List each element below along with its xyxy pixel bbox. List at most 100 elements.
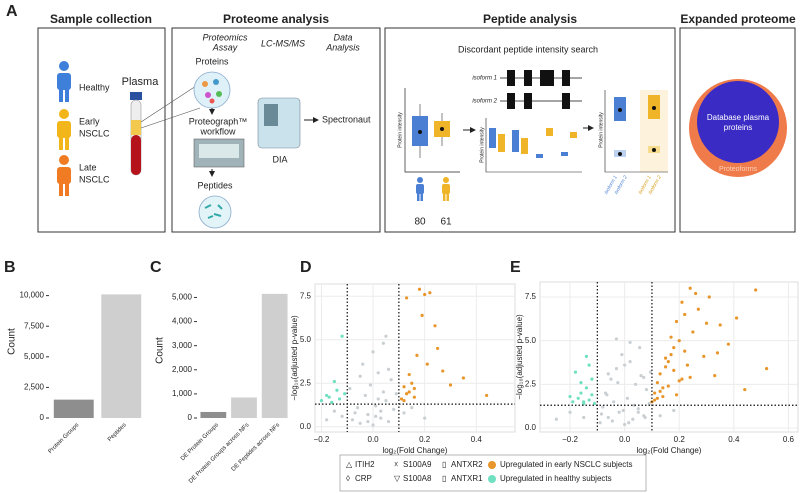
section-title: Expanded proteome	[680, 12, 796, 26]
step-label: Proteomics	[202, 32, 248, 42]
isoform-label: isoform 1	[472, 76, 497, 82]
point	[407, 372, 411, 377]
peptide-dish	[198, 195, 232, 229]
y-tick-label: 5,000	[172, 293, 193, 302]
point	[425, 362, 429, 366]
point	[616, 380, 620, 385]
point	[663, 365, 668, 369]
legend-label: ANTXR2	[451, 460, 483, 469]
point	[325, 393, 329, 398]
point	[389, 378, 393, 382]
point	[332, 409, 336, 413]
legend-label: Upregulated in healthy subjects	[500, 474, 612, 483]
point	[381, 341, 385, 345]
point	[435, 346, 440, 351]
x-tick-label: Peptides	[107, 422, 128, 443]
panel-letter: E	[510, 259, 521, 276]
section-title: Sample collection	[50, 12, 152, 26]
point	[661, 386, 665, 390]
point	[726, 342, 730, 346]
y-tick-label: 2.5	[525, 379, 537, 388]
point	[691, 330, 695, 334]
point	[441, 369, 445, 373]
step-label: Assay	[212, 42, 238, 52]
x-tick-label: DE Protein Groups across NFs	[188, 422, 250, 484]
y-axis-label: −log₁₀(adjusted p-value)	[515, 314, 524, 400]
point	[587, 363, 591, 367]
point	[658, 389, 662, 393]
panel-letter: A	[6, 3, 18, 20]
point	[579, 380, 583, 385]
point	[423, 292, 427, 297]
point	[614, 337, 619, 341]
point	[573, 370, 578, 374]
point	[628, 340, 632, 345]
point	[410, 381, 414, 385]
axis-label: Protein intensity	[598, 112, 604, 148]
point	[610, 419, 614, 423]
point	[599, 412, 604, 416]
point	[319, 399, 324, 403]
person-icon	[57, 109, 71, 150]
point	[392, 407, 396, 411]
point	[423, 416, 427, 420]
legend-swatch	[488, 475, 496, 483]
point	[663, 356, 668, 360]
point	[734, 316, 739, 320]
point	[412, 386, 416, 391]
group-label: NSCLC	[79, 174, 110, 184]
point	[568, 410, 572, 414]
point	[582, 401, 586, 406]
point	[376, 397, 380, 401]
point	[666, 360, 670, 364]
point	[636, 407, 640, 411]
x-axis-label: log₂(Fold Change)	[637, 446, 702, 455]
y-tick-label: 0.0	[525, 423, 537, 432]
step-label: DIA	[272, 154, 287, 164]
point	[669, 353, 673, 357]
legend-label: ANTXR1	[451, 474, 483, 483]
step-label: Proteograph™	[189, 116, 248, 126]
step-label: Peptides	[197, 180, 233, 190]
workflow-machine	[193, 138, 245, 168]
point	[335, 388, 339, 392]
point	[461, 376, 465, 380]
point	[620, 353, 624, 357]
point	[765, 367, 769, 371]
y-tick-label: 5.0	[525, 336, 537, 345]
point	[358, 374, 362, 378]
legend-label: S100A9	[403, 460, 432, 469]
y-tick-label: 7.5	[525, 292, 537, 301]
panel-letter: B	[4, 259, 16, 276]
point	[371, 423, 375, 427]
point	[677, 339, 681, 343]
point	[614, 367, 619, 371]
point	[606, 415, 610, 420]
peptide-boxes	[485, 118, 582, 173]
point	[694, 291, 698, 296]
point	[358, 421, 362, 425]
tube	[130, 92, 142, 176]
point	[696, 307, 700, 311]
point	[661, 394, 665, 399]
point	[609, 377, 613, 381]
y-tick-label: 4,000	[172, 317, 193, 326]
step-label: Analysis	[325, 42, 360, 52]
bar	[101, 294, 142, 418]
point	[627, 421, 631, 425]
bar	[200, 411, 227, 418]
point	[417, 287, 422, 291]
y-tick-label: 10,000	[20, 291, 45, 300]
step-label: Data	[333, 32, 352, 42]
point	[379, 416, 383, 420]
peptide-title: Discordant peptide intensity search	[458, 44, 598, 54]
point	[428, 291, 432, 295]
section-box	[384, 27, 676, 233]
panel-letter: D	[300, 259, 312, 276]
point	[683, 312, 687, 317]
point	[386, 367, 391, 371]
point	[643, 415, 647, 420]
y-tick-label: 5,000	[24, 352, 45, 361]
point	[612, 400, 616, 404]
